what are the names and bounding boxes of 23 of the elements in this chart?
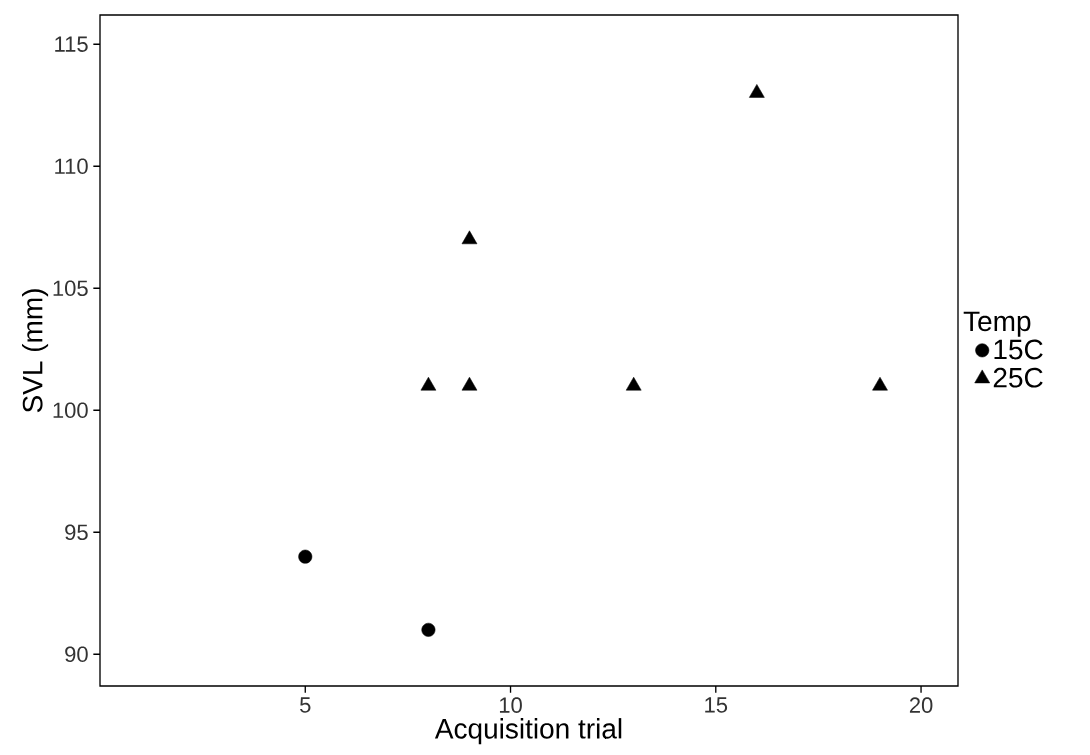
y-tick-label: 90	[65, 646, 88, 663]
point	[749, 84, 765, 98]
point	[461, 376, 478, 391]
y-tick-label: 105	[53, 280, 88, 297]
x-axis-title: Acquisition trial	[434, 718, 622, 745]
legend-title: Temp	[963, 311, 1031, 337]
x-tick-label: 5	[300, 697, 311, 713]
x-tick-label: 10	[499, 697, 522, 713]
point	[421, 622, 436, 637]
point	[872, 376, 888, 391]
y-tick-label: 115	[55, 36, 88, 52]
legend-label: 25C	[993, 367, 1043, 388]
y-tick-label: 95	[65, 524, 88, 541]
point	[461, 230, 478, 245]
x-tick-label: 20	[909, 697, 933, 713]
y-axis-title: SVL (mm)	[22, 289, 49, 413]
point	[420, 376, 437, 391]
y-tick-label: 110	[55, 158, 88, 175]
x-tick-label: 15	[705, 697, 728, 713]
legend-label: 15C	[994, 339, 1043, 360]
y-tick-label: 100	[53, 402, 88, 419]
point	[298, 549, 313, 564]
point	[625, 376, 642, 391]
